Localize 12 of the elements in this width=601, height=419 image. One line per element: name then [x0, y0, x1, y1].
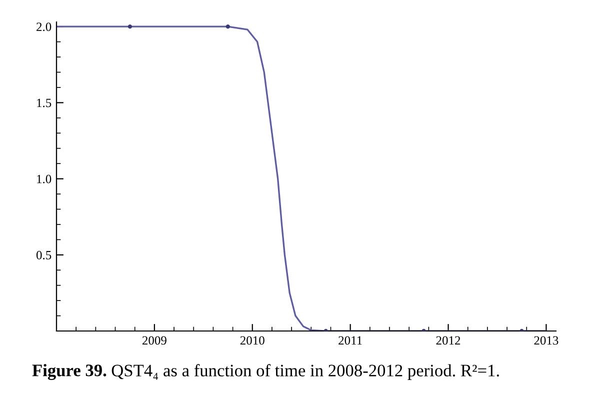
y-tick-label: 0.5 — [36, 250, 52, 260]
y-tick-label: 1.5 — [37, 98, 52, 108]
x-tick-label: 2013 — [534, 336, 558, 345]
x-tick-label: 2010 — [240, 336, 264, 345]
y-tick-label: 1.0 — [37, 174, 52, 184]
line-series — [56, 26, 548, 331]
x-tick-label: 2011 — [338, 336, 362, 345]
x-tick-label: 2012 — [436, 336, 460, 345]
x-tick-label: 2009 — [142, 336, 166, 345]
y-tick-label: 2.0 — [36, 22, 52, 32]
caption: Figure 39. — [32, 364, 106, 380]
text: QST4₄ as a function of time in 2008-2012 period. R²=1. — [112, 364, 499, 380]
